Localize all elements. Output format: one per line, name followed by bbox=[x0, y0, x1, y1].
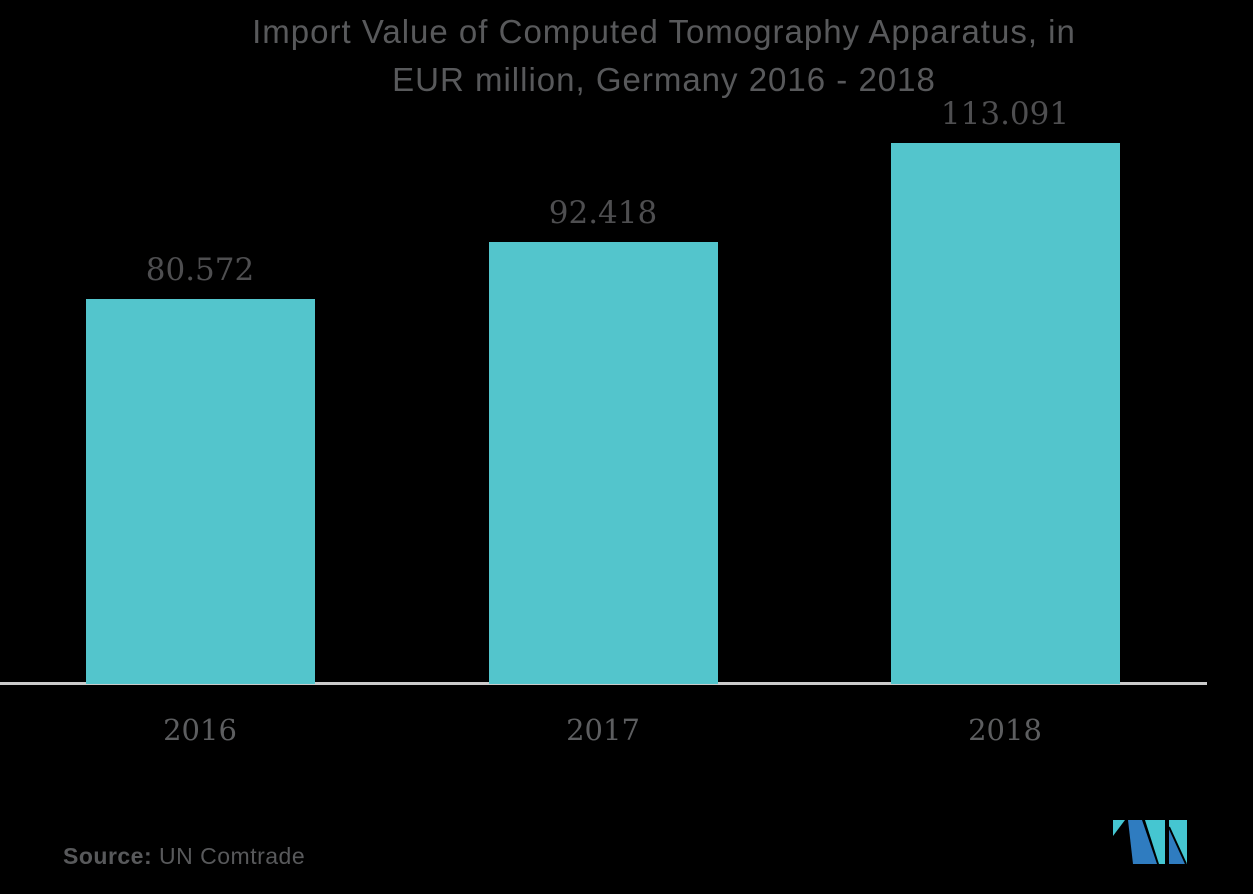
mordor-intelligence-logo bbox=[1113, 820, 1187, 864]
x-axis-label-2017: 2017 bbox=[566, 713, 640, 747]
bar-2016 bbox=[85, 299, 315, 684]
logo-gap-line bbox=[1168, 826, 1187, 864]
x-axis-label-2018: 2018 bbox=[968, 713, 1042, 747]
value-label-2017: 92.418 bbox=[548, 195, 658, 231]
logo-middle-teal-wedge bbox=[1145, 820, 1165, 864]
source-label: Source: bbox=[63, 843, 153, 869]
value-label-2016: 80.572 bbox=[145, 252, 255, 288]
bar-2017 bbox=[488, 242, 718, 684]
source-text: UN Comtrade bbox=[152, 843, 306, 869]
x-axis-label-2016: 2016 bbox=[163, 713, 237, 747]
chart-title: Import Value of Computed Tomography Appa… bbox=[75, 8, 1253, 104]
title-line-2: EUR million, Germany 2016 - 2018 bbox=[392, 61, 936, 98]
logo-top-left-teal-triangle bbox=[1113, 820, 1125, 836]
value-label-2018: 113.091 bbox=[940, 96, 1070, 132]
title-line-1: Import Value of Computed Tomography Appa… bbox=[252, 13, 1076, 50]
source-note: Source: UN Comtrade bbox=[63, 843, 305, 870]
logo-diagonal-blue-band bbox=[1128, 820, 1157, 864]
bar-2018 bbox=[890, 143, 1120, 684]
